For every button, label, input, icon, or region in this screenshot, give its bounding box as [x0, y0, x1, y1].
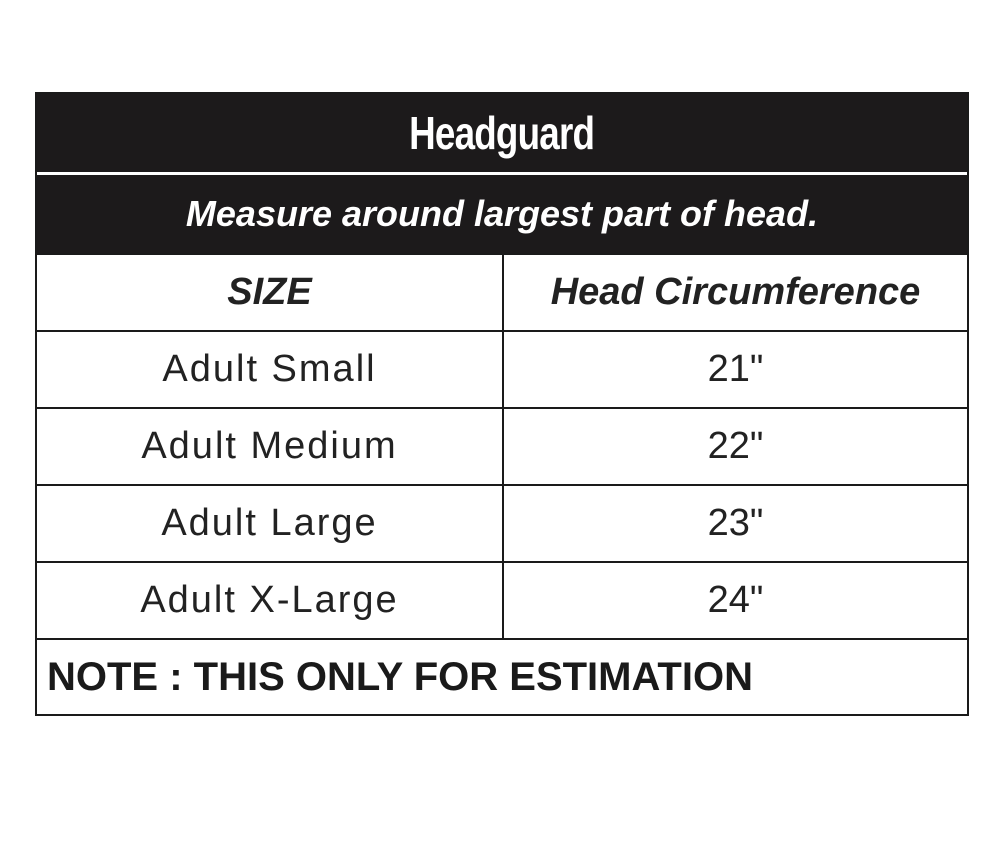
table-subtitle: Measure around largest part of head.	[37, 175, 967, 253]
size-cell: Adult Small	[37, 332, 504, 407]
table-row: Adult Small 21"	[37, 330, 967, 407]
size-cell: Adult X-Large	[37, 563, 504, 638]
title-text: Headguard	[409, 107, 595, 159]
note: NOTE : THIS ONLY FOR ESTIMATION	[37, 638, 967, 714]
circumference-cell: 24"	[707, 579, 764, 621]
size-cell: Adult Medium	[37, 409, 504, 484]
header-size: SIZE	[37, 255, 504, 330]
header-circumference: Head Circumference	[550, 271, 921, 313]
table-row: Adult Medium 22"	[37, 407, 967, 484]
circumference-cell: 23"	[707, 502, 764, 544]
size-chart-table: Headguard Measure around largest part of…	[35, 92, 969, 716]
size-cell: Adult Large	[37, 486, 504, 561]
table-title: Headguard	[37, 94, 967, 172]
table-row: Adult Large 23"	[37, 484, 967, 561]
divider	[37, 172, 967, 175]
circumference-cell: 22"	[707, 425, 764, 467]
table-row: Adult X-Large 24"	[37, 561, 967, 638]
header-row: SIZE Head Circumference	[37, 253, 967, 330]
circumference-cell: 21"	[707, 348, 764, 390]
